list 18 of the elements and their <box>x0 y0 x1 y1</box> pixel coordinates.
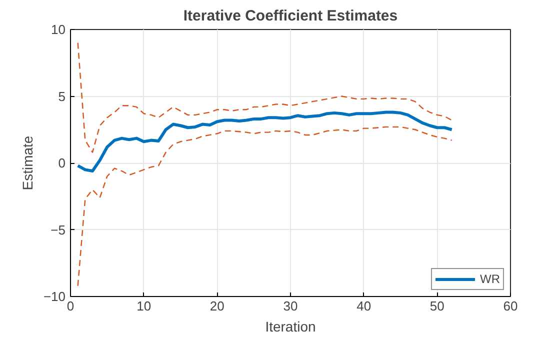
legend-label: WR <box>480 272 500 286</box>
x-tick-label: 50 <box>430 298 444 314</box>
y-tick-label: −5 <box>50 222 66 238</box>
x-tick-label: 60 <box>503 298 518 314</box>
y-tick-label: 5 <box>58 88 66 104</box>
line-series <box>76 110 454 173</box>
y-tick-label: 10 <box>51 22 66 37</box>
y-axis-title: Estimate <box>19 136 36 190</box>
y-tick-label: 0 <box>58 156 66 170</box>
chart-title: Iterative Coefficient Estimates <box>183 8 398 24</box>
x-tick-label: 10 <box>136 298 152 314</box>
line-series <box>77 42 452 153</box>
x-tick-label: 20 <box>210 298 224 314</box>
x-tick-label: 30 <box>283 298 298 314</box>
x-tick-label: 40 <box>356 298 372 314</box>
x-axis-title: Iteration <box>265 318 316 334</box>
line-series <box>77 126 452 286</box>
y-tick-label: −10 <box>43 289 66 304</box>
